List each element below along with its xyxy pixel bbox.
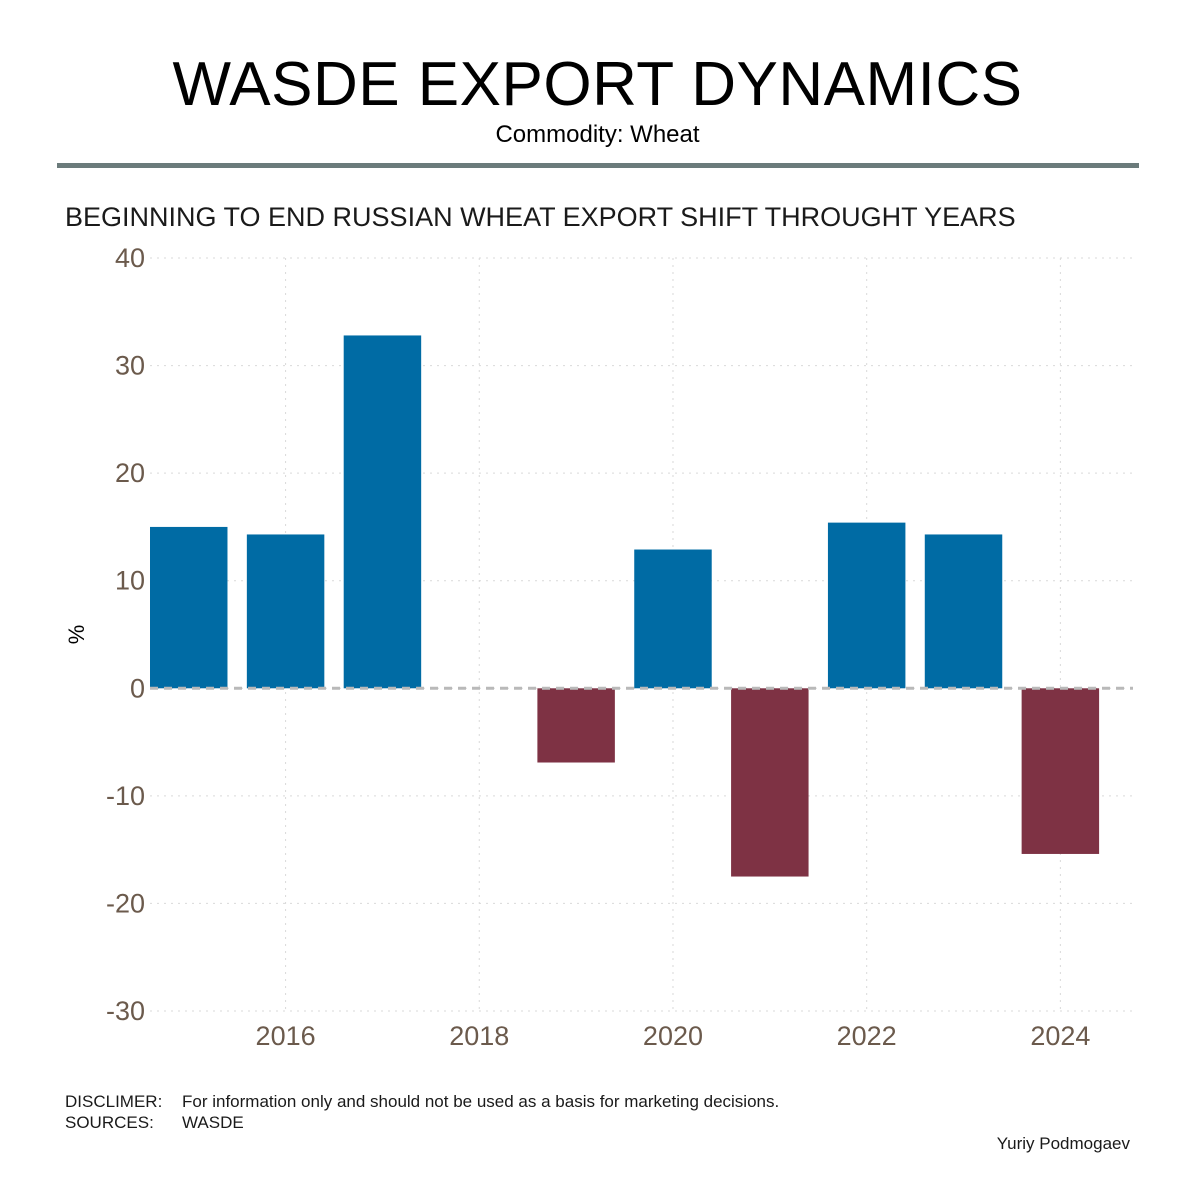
author-credit: Yuriy Podmogaev [996, 1134, 1130, 1153]
sources-row: SOURCES: WASDE [65, 1112, 779, 1133]
disclaimer-key: DISCLIMER: [65, 1092, 163, 1111]
bar-2022 [827, 522, 906, 689]
x-tick-label: 2018 [449, 1021, 509, 1051]
bar-2019 [537, 688, 615, 763]
y-tick-label: -20 [106, 888, 145, 918]
y-tick-label: 0 [130, 673, 145, 703]
bar-2021 [731, 688, 809, 877]
y-tick-labels: -30 -20 -10 0 10 20 30 40 [106, 243, 145, 1026]
y-axis-title: % [64, 625, 89, 645]
y-tick-label: -30 [106, 996, 145, 1026]
x-tick-label: 2022 [837, 1021, 897, 1051]
x-tick-labels: 2016 2018 2020 2022 2024 [256, 1021, 1091, 1051]
header-divider [57, 163, 1139, 168]
y-tick-label: 30 [115, 351, 145, 381]
disclaimer-row: DISCLIMER: For information only and shoul… [65, 1091, 779, 1112]
bar-2023 [924, 534, 1003, 689]
bar-2016 [246, 534, 325, 689]
disclaimer-text: For information only and should not be u… [182, 1092, 780, 1111]
chart-title: BEGINNING TO END RUSSIAN WHEAT EXPORT SH… [65, 202, 1016, 232]
page-subtitle: Commodity: Wheat [495, 121, 700, 148]
sources-key: SOURCES: [65, 1113, 154, 1132]
bar-2017 [343, 335, 422, 689]
bar-2024 [1021, 688, 1100, 854]
sources-text: WASDE [182, 1113, 244, 1132]
x-tick-label: 2020 [643, 1021, 703, 1051]
x-tick-label: 2016 [256, 1021, 316, 1051]
bar-2015 [150, 526, 228, 689]
bar-2020 [634, 549, 712, 689]
y-tick-label: 40 [115, 243, 145, 273]
y-tick-label: 20 [115, 458, 145, 488]
page-title: WASDE EXPORT DYNAMICS [172, 50, 1023, 119]
y-tick-label: 10 [115, 566, 145, 596]
bars [150, 335, 1100, 877]
x-tick-label: 2024 [1030, 1021, 1090, 1051]
footer-notes: DISCLIMER: For information only and shoul… [65, 1091, 779, 1133]
y-tick-label: -10 [106, 781, 145, 811]
